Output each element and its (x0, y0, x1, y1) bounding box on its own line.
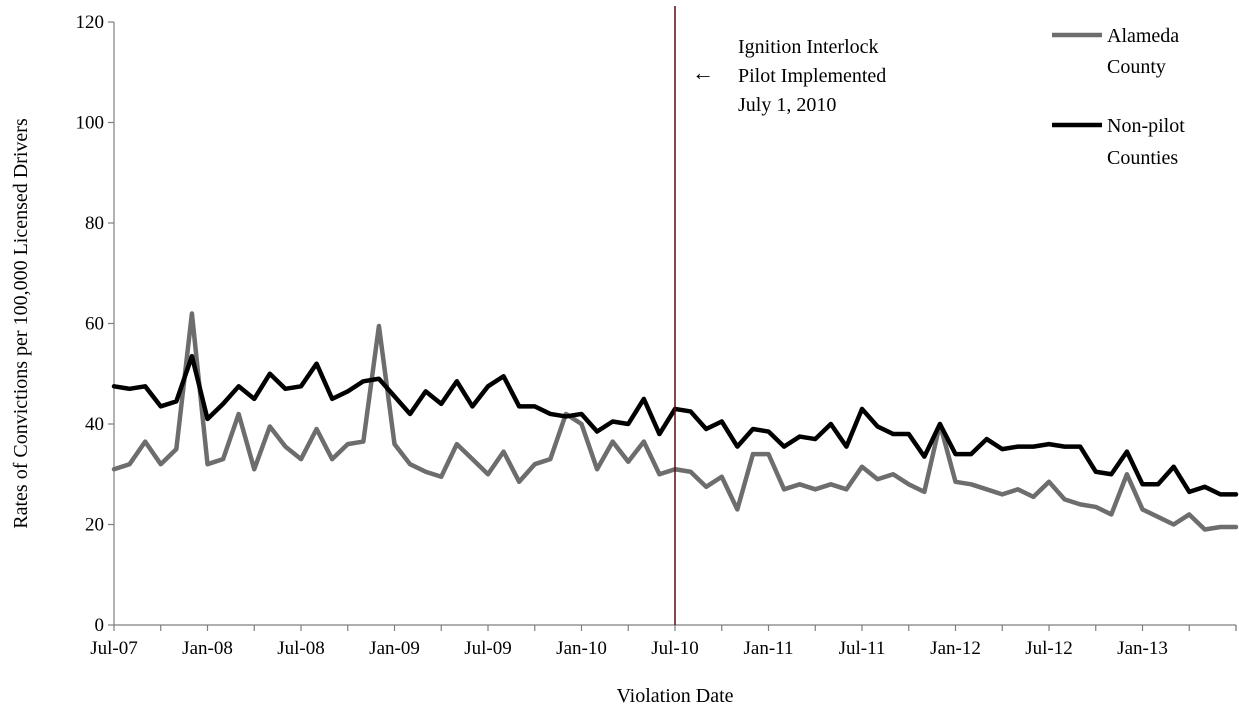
y-tick-label: 120 (76, 12, 105, 33)
annotation-text-line-1: Ignition Interlock (738, 36, 879, 58)
y-tick-label: 40 (85, 414, 104, 435)
legend-label: Alameda (1107, 25, 1179, 47)
annotation-text-line-2: Pilot Implemented (738, 65, 886, 87)
y-axis-title: Rates of Convictions per 100,000 License… (10, 118, 32, 529)
x-tick-label: Jan-12 (930, 638, 981, 659)
annotation-arrow: ← (692, 60, 714, 85)
legend-label: Counties (1107, 147, 1178, 169)
x-tick-label: Jul-09 (464, 638, 512, 659)
y-tick-label: 100 (76, 113, 105, 134)
x-tick-label: Jul-07 (90, 638, 138, 659)
x-tick-label: Jul-08 (277, 638, 325, 659)
y-tick-label: 0 (95, 615, 105, 636)
y-tick-label: 80 (85, 213, 104, 234)
legend: Alameda County Non-pilot Counties (1052, 25, 1185, 169)
x-tick-label: Jul-12 (1025, 638, 1073, 659)
annotation-layer: ← Ignition Interlock Pilot Implemented J… (674, 6, 886, 625)
x-tick-label: Jan-09 (369, 638, 420, 659)
x-tick-label: Jan-10 (556, 638, 607, 659)
legend-label: County (1107, 56, 1166, 78)
annotation-text-line-3: July 1, 2010 (738, 94, 836, 116)
legend-label: Non-pilot (1107, 115, 1185, 137)
x-axis-title: Violation Date (616, 685, 733, 707)
y-tick-label: 20 (85, 515, 104, 536)
x-tick-label: Jan-08 (182, 638, 233, 659)
x-tick-label: Jan-13 (1117, 638, 1168, 659)
x-tick-label: Jul-10 (651, 638, 699, 659)
x-tick-label: Jul-11 (839, 638, 886, 659)
axes: 0 20 40 60 80 100 120 Jul-07 Jan-08 Jul-08 Jan-09 J… (76, 12, 1237, 659)
x-tick-label: Jan-11 (744, 638, 794, 659)
y-tick-label: 60 (85, 314, 104, 335)
